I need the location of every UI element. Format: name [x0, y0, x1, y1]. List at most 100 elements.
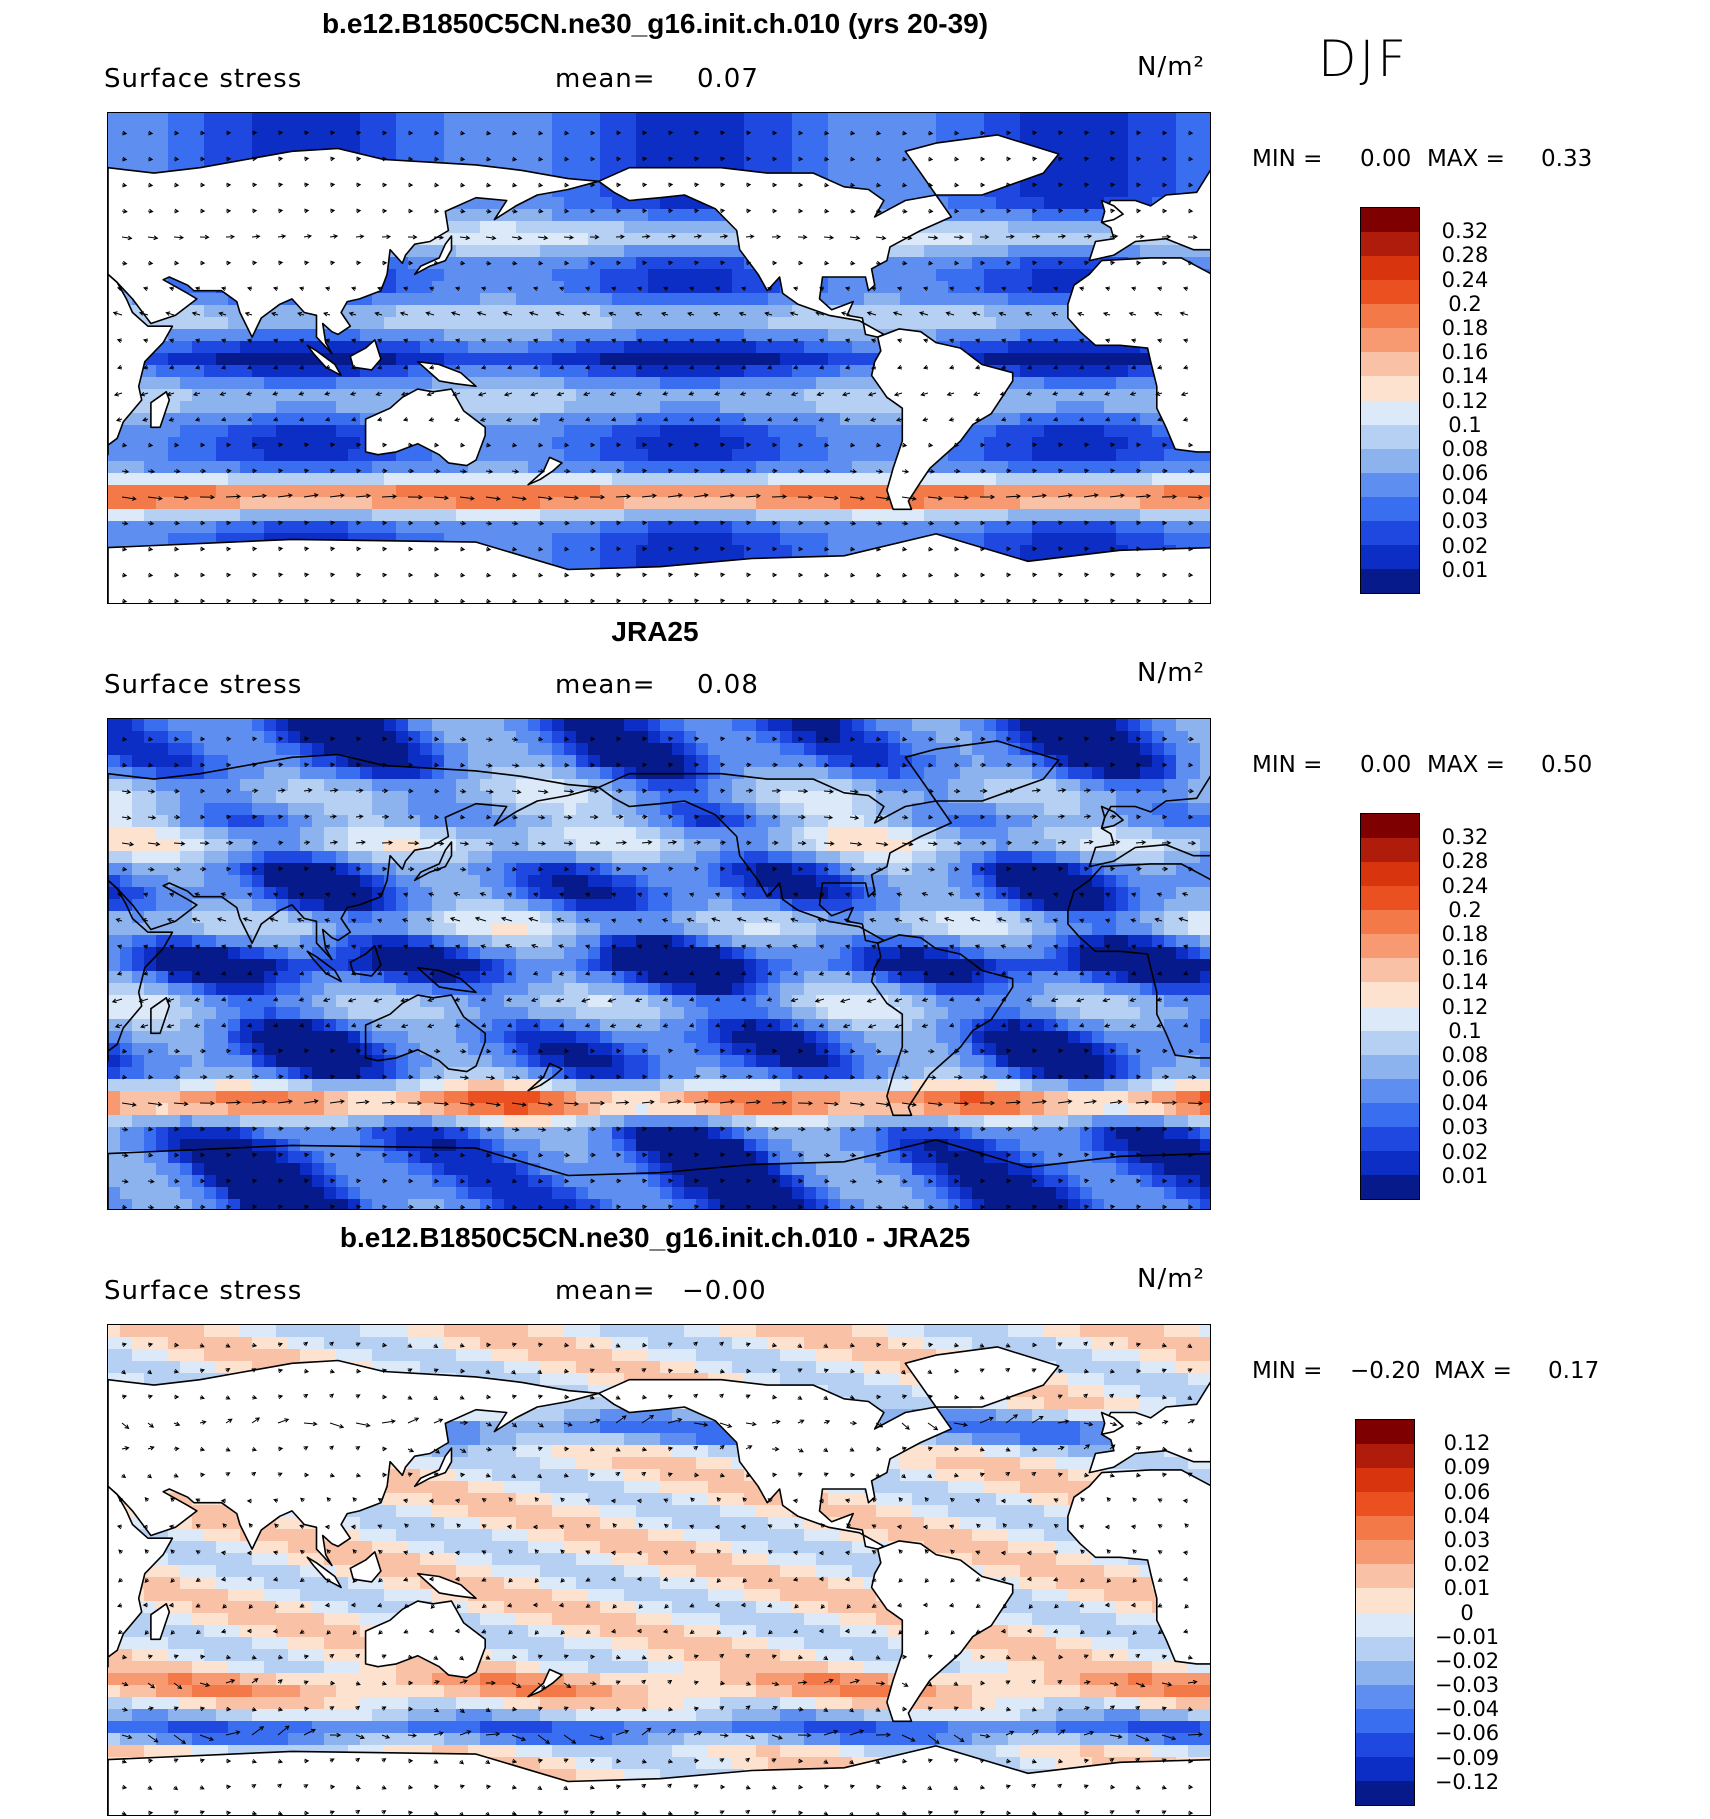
panel-2-mean-label: mean= — [555, 670, 656, 700]
colorbar-tick-label: 0.32 — [1441, 219, 1489, 244]
coastline-africaW — [1067, 863, 1210, 1059]
colorbar-swatch — [1361, 1006, 1419, 1031]
panel-3-mean-label: mean= — [555, 1276, 656, 1306]
colorbar-tick-label: 0.06 — [1441, 1067, 1489, 1092]
panel-1-max-label: MAX = — [1427, 146, 1505, 172]
colorbar-tick-label: 0.01 — [1443, 1576, 1491, 1601]
colorbar-tick-label: 0.03 — [1441, 509, 1489, 534]
panel-2-variable: Surface stress — [104, 670, 303, 700]
coastline-eurasia — [108, 147, 600, 355]
coastline-newguinea — [416, 966, 477, 994]
colorbar-swatch — [1356, 1660, 1414, 1685]
colorbar-tick-label: 0.09 — [1443, 1455, 1491, 1480]
colorbar-tick-label: 0.2 — [1448, 291, 1482, 316]
panel-3-variable: Surface stress — [104, 1276, 303, 1306]
colorbar-tick-label: −0.06 — [1434, 1721, 1500, 1746]
colorbar-tick-label: 0.02 — [1443, 1552, 1491, 1577]
colorbar-swatch — [1356, 1540, 1414, 1565]
colorbar-tick-label: −0.09 — [1434, 1745, 1500, 1770]
colorbar-swatch — [1361, 1174, 1419, 1199]
colorbar-tick-label: 0.18 — [1441, 921, 1489, 946]
colorbar-swatch — [1361, 232, 1419, 257]
colorbar-tick-label: 0.16 — [1441, 340, 1489, 365]
coastline-antarctica — [108, 533, 1210, 603]
colorbar-tick-label: 0.04 — [1441, 1091, 1489, 1116]
panel-1-min-label: MIN = — [1252, 146, 1323, 172]
panel-3-mean-value: −0.00 — [682, 1276, 767, 1306]
colorbar-swatch — [1356, 1468, 1414, 1493]
panel-1-variable: Surface stress — [104, 64, 303, 94]
colorbar-swatch — [1356, 1780, 1414, 1805]
colorbar-swatch — [1356, 1756, 1414, 1781]
colorbar-swatch — [1361, 1054, 1419, 1079]
panel-1-map — [107, 112, 1211, 604]
colorbar-swatch — [1361, 280, 1419, 305]
panel-1-colorbar — [1360, 207, 1420, 594]
coastline-australia — [364, 994, 487, 1073]
colorbar-tick-label: 0.28 — [1441, 849, 1489, 874]
coastline-australia — [364, 1600, 487, 1679]
colorbar-swatch — [1361, 400, 1419, 425]
colorbar-tick-label: 0.14 — [1441, 970, 1489, 995]
panel-2-title: JRA25 — [611, 616, 699, 647]
coastline-samerica — [870, 934, 1014, 1117]
coastline-eurasia — [108, 753, 600, 961]
colorbar-swatch — [1356, 1684, 1414, 1709]
colorbar-tick-label: 0.01 — [1441, 557, 1489, 582]
panel-1-min-value: 0.00 — [1360, 146, 1412, 172]
colorbar-swatch — [1361, 544, 1419, 569]
coastline-madagascar — [150, 1602, 171, 1641]
colorbar-tick-label: 0.04 — [1441, 485, 1489, 510]
panel-2-min-label: MIN = — [1252, 752, 1323, 778]
coastline-australia — [364, 388, 487, 467]
colorbar-swatch — [1361, 982, 1419, 1007]
colorbar-tick-label: 0.16 — [1441, 946, 1489, 971]
colorbar-tick-label: 0.02 — [1441, 533, 1489, 558]
colorbar-tick-label: 0.06 — [1441, 461, 1489, 486]
stress-field — [108, 719, 1210, 1209]
panel-3-min-value: −0.20 — [1350, 1358, 1421, 1384]
colorbar-swatch — [1361, 424, 1419, 449]
panel-1-title: b.e12.B1850C5CN.ne30_g16.init.ch.010 (yr… — [321, 8, 989, 39]
coastline-eurasia — [108, 1359, 600, 1567]
colorbar-tick-label: 0.03 — [1443, 1527, 1491, 1552]
coastline-antarctica — [108, 1139, 1210, 1209]
panel-2-units: N/m² — [1137, 658, 1205, 688]
colorbar-swatch — [1356, 1444, 1414, 1469]
colorbar-swatch — [1361, 814, 1419, 839]
coastline-africaW — [1067, 1469, 1210, 1665]
coastline-africa — [108, 879, 174, 1062]
coastline-europeW — [1088, 169, 1210, 262]
colorbar-swatch — [1356, 1588, 1414, 1613]
panel-1-units: N/m² — [1137, 52, 1205, 82]
panel-3-max-value: 0.17 — [1548, 1358, 1600, 1384]
colorbar-tick-label: 0.1 — [1448, 412, 1482, 437]
colorbar-tick-label: 0.01 — [1441, 1163, 1489, 1188]
panel-2-map — [107, 718, 1211, 1210]
colorbar-tick-label: 0.2 — [1448, 897, 1482, 922]
panel-2-max-label: MAX = — [1427, 752, 1505, 778]
colorbar-tick-label: 0.32 — [1441, 825, 1489, 850]
panel-1-max-value: 0.33 — [1541, 146, 1593, 172]
colorbar-tick-label: 0.28 — [1441, 243, 1489, 268]
coastline-samerica — [870, 328, 1014, 511]
colorbar-tick-label: 0.12 — [1441, 388, 1489, 413]
coastline-sumatra — [306, 950, 342, 983]
colorbar-tick-label: 0.24 — [1441, 873, 1489, 898]
coastline-africaW — [1067, 257, 1210, 453]
colorbar-tick-label: 0.18 — [1441, 315, 1489, 340]
colorbar-swatch — [1356, 1708, 1414, 1733]
colorbar-swatch — [1361, 1030, 1419, 1055]
coastline-greenland — [904, 1346, 1060, 1408]
coastline-madagascar — [150, 996, 171, 1035]
colorbar-swatch — [1361, 1126, 1419, 1151]
panel-3-colorbar-ticks: 0.12 0.09 0.06 0.04 0.03 0.02 0.01 0 −0.01 −0.02−… — [1422, 1419, 1512, 1806]
colorbar-swatch — [1361, 352, 1419, 377]
coastline-sumatra — [306, 1556, 342, 1589]
colorbar-tick-label: −0.04 — [1434, 1697, 1500, 1722]
coastline-europeW — [1088, 775, 1210, 868]
panel-3-max-label: MAX = — [1434, 1358, 1512, 1384]
colorbar-swatch — [1356, 1492, 1414, 1517]
wind-vectors — [111, 736, 1204, 1209]
panel-2-colorbar — [1360, 813, 1420, 1200]
